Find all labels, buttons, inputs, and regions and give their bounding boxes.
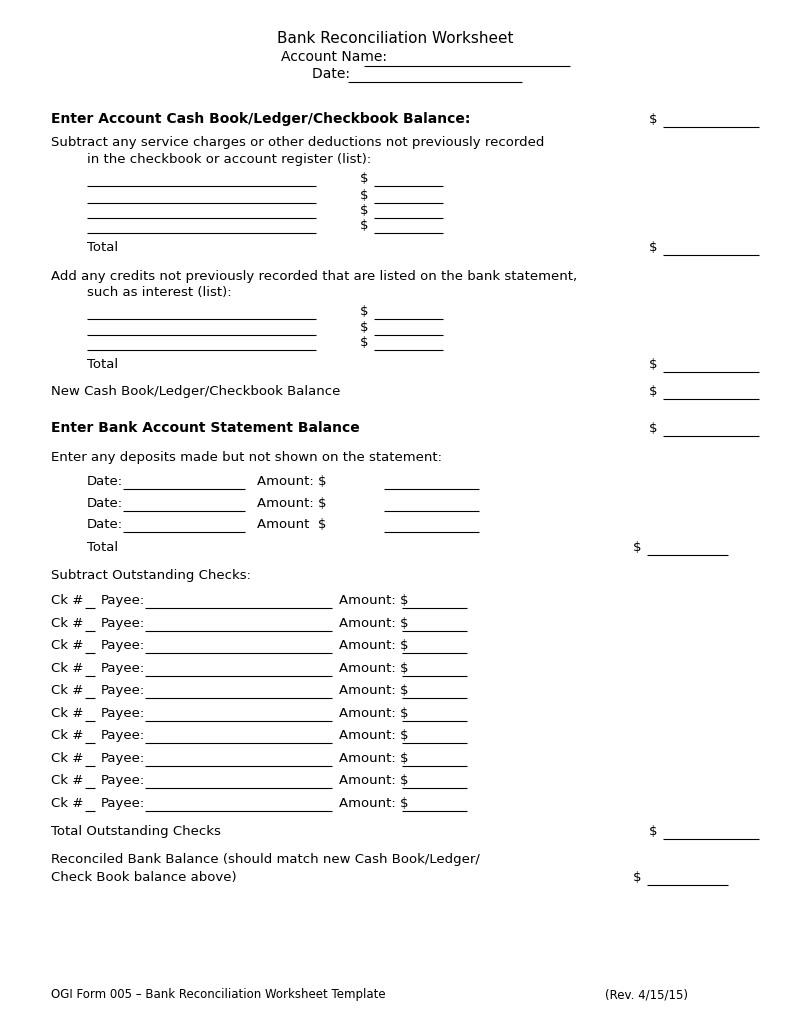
Text: $: $ [649, 385, 657, 398]
Text: $: $ [649, 824, 657, 838]
Text: Account Name:: Account Name: [281, 50, 392, 65]
Text: Payee:: Payee: [101, 797, 146, 810]
Text: $: $ [649, 241, 657, 254]
Text: Amount  $: Amount $ [257, 518, 327, 531]
Text: in the checkbook or account register (list):: in the checkbook or account register (li… [87, 153, 371, 166]
Text: Payee:: Payee: [101, 729, 146, 742]
Text: Amount: $: Amount: $ [339, 684, 408, 697]
Text: Amount: $: Amount: $ [339, 707, 408, 720]
Text: $: $ [360, 219, 369, 232]
Text: Payee:: Payee: [101, 684, 146, 697]
Text: Date:: Date: [87, 475, 123, 488]
Text: Check Book balance above): Check Book balance above) [51, 870, 237, 884]
Text: $: $ [360, 188, 369, 202]
Text: $: $ [633, 870, 642, 884]
Text: Amount: $: Amount: $ [339, 616, 408, 630]
Text: Enter any deposits made but not shown on the statement:: Enter any deposits made but not shown on… [51, 451, 442, 464]
Text: Amount: $: Amount: $ [339, 752, 408, 765]
Text: Amount: $: Amount: $ [339, 774, 408, 787]
Text: Ck #: Ck # [51, 616, 88, 630]
Text: Total: Total [87, 241, 118, 254]
Text: Payee:: Payee: [101, 774, 146, 787]
Text: Payee:: Payee: [101, 752, 146, 765]
Text: $: $ [649, 357, 657, 371]
Text: Total: Total [87, 541, 118, 554]
Text: $: $ [360, 336, 369, 349]
Text: Ck #: Ck # [51, 662, 88, 675]
Text: Amount: $: Amount: $ [339, 594, 408, 607]
Text: Ck #: Ck # [51, 594, 88, 607]
Text: such as interest (list):: such as interest (list): [87, 286, 232, 299]
Text: Ck #: Ck # [51, 774, 88, 787]
Text: $: $ [360, 204, 369, 217]
Text: Enter Account Cash Book/Ledger/Checkbook Balance:: Enter Account Cash Book/Ledger/Checkbook… [51, 112, 471, 126]
Text: Ck #: Ck # [51, 729, 88, 742]
Text: $: $ [633, 541, 642, 554]
Text: Total: Total [87, 357, 118, 371]
Text: Date:: Date: [312, 67, 355, 81]
Text: New Cash Book/Ledger/Checkbook Balance: New Cash Book/Ledger/Checkbook Balance [51, 385, 341, 398]
Text: Amount: $: Amount: $ [339, 797, 408, 810]
Text: (Rev. 4/15/15): (Rev. 4/15/15) [605, 988, 688, 1001]
Text: $: $ [360, 321, 369, 334]
Text: Bank Reconciliation Worksheet: Bank Reconciliation Worksheet [278, 31, 513, 46]
Text: Ck #: Ck # [51, 707, 88, 720]
Text: Amount: $: Amount: $ [257, 497, 327, 510]
Text: Payee:: Payee: [101, 616, 146, 630]
Text: Payee:: Payee: [101, 662, 146, 675]
Text: $: $ [649, 422, 657, 435]
Text: Amount: $: Amount: $ [339, 662, 408, 675]
Text: OGI Form 005 – Bank Reconciliation Worksheet Template: OGI Form 005 – Bank Reconciliation Works… [51, 988, 386, 1001]
Text: Reconciled Bank Balance (should match new Cash Book/Ledger/: Reconciled Bank Balance (should match ne… [51, 853, 480, 866]
Text: Total Outstanding Checks: Total Outstanding Checks [51, 824, 221, 838]
Text: Subtract any service charges or other deductions not previously recorded: Subtract any service charges or other de… [51, 136, 545, 150]
Text: Payee:: Payee: [101, 707, 146, 720]
Text: Ck #: Ck # [51, 797, 88, 810]
Text: Subtract Outstanding Checks:: Subtract Outstanding Checks: [51, 568, 252, 582]
Text: Add any credits not previously recorded that are listed on the bank statement,: Add any credits not previously recorded … [51, 269, 577, 283]
Text: Date:: Date: [87, 518, 123, 531]
Text: $: $ [360, 305, 369, 318]
Text: Enter Bank Account Statement Balance: Enter Bank Account Statement Balance [51, 421, 360, 435]
Text: $: $ [649, 113, 657, 126]
Text: Payee:: Payee: [101, 639, 146, 652]
Text: Amount: $: Amount: $ [339, 729, 408, 742]
Text: Amount: $: Amount: $ [339, 639, 408, 652]
Text: Ck #: Ck # [51, 684, 88, 697]
Text: Amount: $: Amount: $ [257, 475, 327, 488]
Text: Date:: Date: [87, 497, 123, 510]
Text: Ck #: Ck # [51, 639, 88, 652]
Text: Ck #: Ck # [51, 752, 88, 765]
Text: Payee:: Payee: [101, 594, 146, 607]
Text: $: $ [360, 172, 369, 185]
